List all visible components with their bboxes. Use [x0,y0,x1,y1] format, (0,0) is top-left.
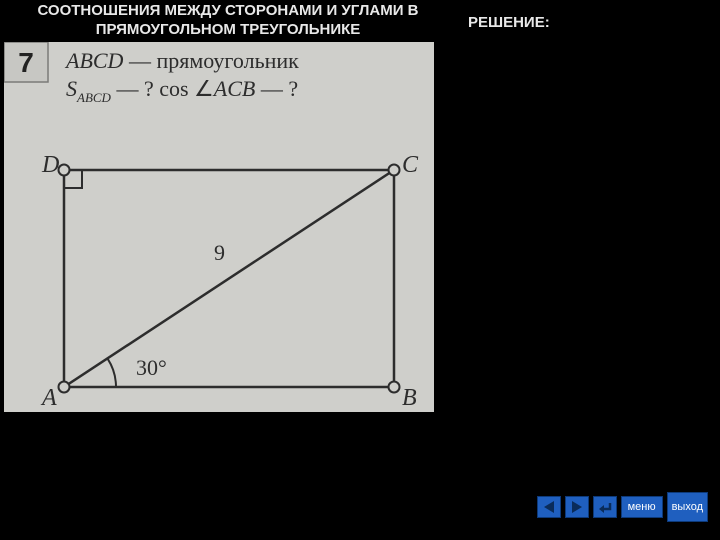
svg-text:ABCD — прямоугольник: ABCD — прямоугольник [64,48,299,73]
return-button[interactable] [593,496,617,518]
svg-text:B: B [402,385,417,411]
svg-text:7: 7 [18,47,34,78]
problem-figure: 7ABCD — прямоугольникSABCD — ? cos ∠ACB … [4,42,434,412]
menu-button[interactable]: меню [621,496,663,518]
nav-bar: меню выход [537,492,708,522]
svg-text:9: 9 [214,240,225,265]
prev-button[interactable] [537,496,561,518]
chevron-left-icon [544,501,554,513]
svg-text:30°: 30° [136,355,167,380]
svg-text:C: C [402,152,419,178]
solution-heading: РЕШЕНИЕ: [468,14,550,31]
next-button[interactable] [565,496,589,518]
exit-button[interactable]: выход [667,492,708,522]
return-icon [597,500,613,514]
svg-text:A: A [40,385,57,411]
svg-text:D: D [41,152,59,178]
chevron-right-icon [572,501,582,513]
page-title: СООТНОШЕНИЯ МЕЖДУ СТОРОНАМИ И УГЛАМИ В П… [28,2,428,40]
geometry-svg: 7ABCD — прямоугольникSABCD — ? cos ∠ACB … [4,42,434,412]
